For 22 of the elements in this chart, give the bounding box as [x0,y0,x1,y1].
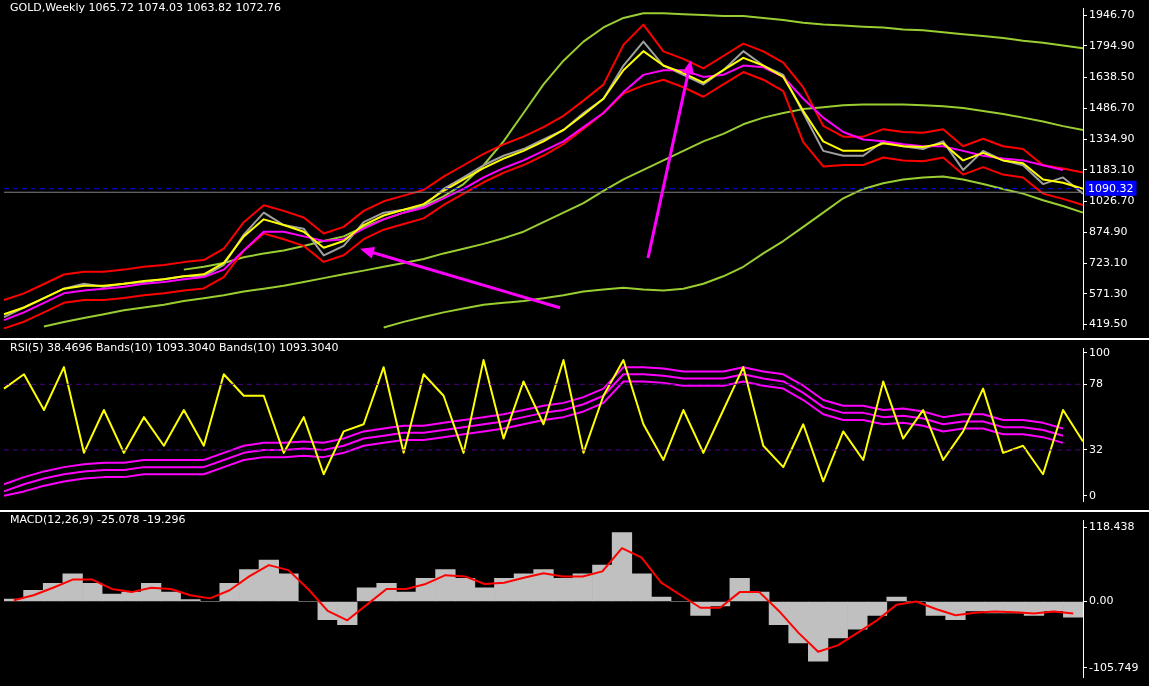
y-tick-label: 874.90 [1089,225,1128,239]
y-tick-label: 78 [1089,377,1103,391]
y-tick-label: 1638.50 [1089,70,1135,84]
chart-title: RSI(5) 38.4696 Bands(10) 1093.3040 Bands(10) 1093.3040 [10,341,339,354]
chart-title: GOLD,Weekly 1065.72 1074.03 1063.82 1072.76 [10,1,281,14]
y-tick-label: 1946.70 [1089,8,1135,22]
y-tick-label: 1486.70 [1089,101,1135,115]
ref-line-label: 1090.32 [1088,181,1134,195]
y-tick-label: 723.10 [1089,255,1128,269]
y-tick-label: 32 [1089,442,1103,456]
y-tick-label: 1183.10 [1089,162,1135,176]
y-tick-label: 571.30 [1089,286,1128,300]
y-tick-label: 1026.70 [1089,194,1135,208]
y-tick-label: -105.749 [1089,660,1139,674]
y-tick-label: 419.50 [1089,317,1128,331]
y-tick-label: 118.438 [1089,520,1135,534]
y-tick-label: 0.00 [1089,594,1114,608]
y-tick-label: 0 [1089,488,1096,502]
y-tick-label: 1794.90 [1089,38,1135,52]
y-tick-label: 1334.90 [1089,131,1135,145]
y-tick-label: 100 [1089,345,1110,359]
chart-title: MACD(12,26,9) -25.078 -19.296 [10,513,186,526]
